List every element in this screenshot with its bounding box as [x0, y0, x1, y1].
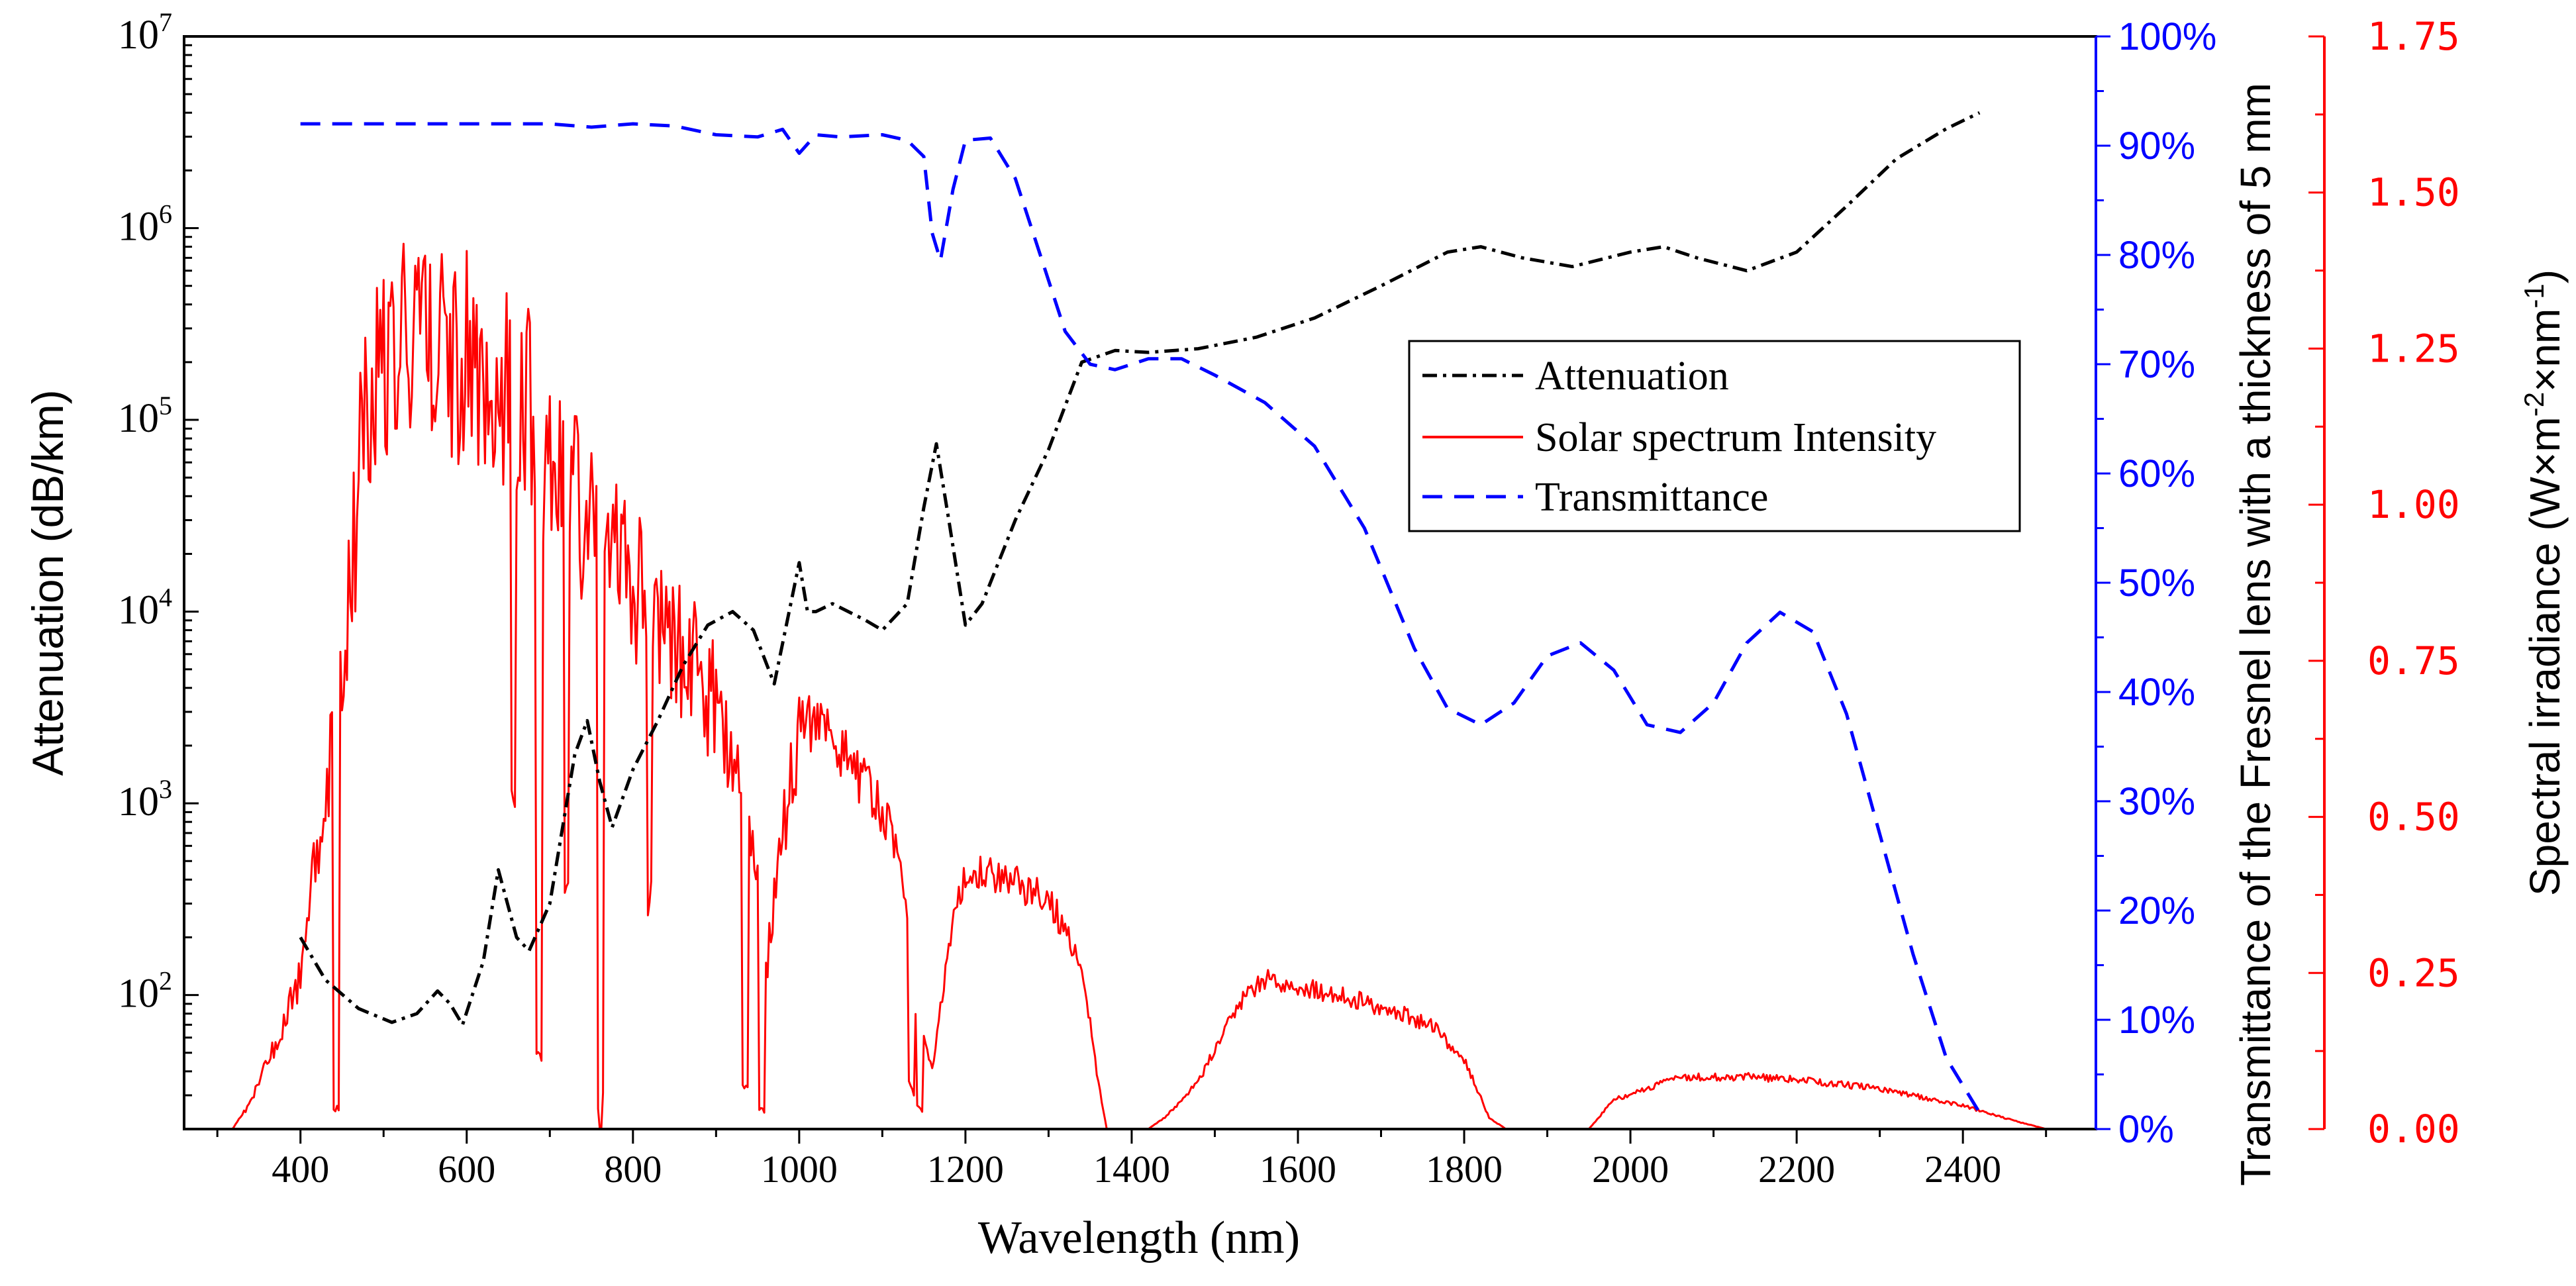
transmittance-tick-label: 40%: [2118, 671, 2195, 714]
irradiance-tick-label: 1.25: [2367, 326, 2460, 371]
transmittance-tick-label: 100%: [2118, 15, 2216, 58]
legend-entry-attenuation: Attenuation: [1422, 354, 1729, 399]
irradiance-tick-label: 1.50: [2367, 170, 2460, 215]
left-axis-title: Attenuation (dB/km): [23, 389, 72, 775]
left-tick-label: 104: [118, 583, 172, 633]
x-tick-label: 800: [604, 1148, 662, 1191]
legend-label-solar: Solar spectrum Intensity: [1535, 415, 1936, 460]
x-axis-title: Wavelength (nm): [978, 1212, 1300, 1263]
x-tick-label: 400: [272, 1148, 329, 1191]
right-axis-title-irradiance: Spectral irradiance (W×m-2×nm-1): [2518, 270, 2569, 896]
irradiance-tick-label: 1.75: [2367, 14, 2460, 59]
transmittance-tick-label: 20%: [2118, 889, 2195, 932]
x-tick-label: 1400: [1093, 1148, 1170, 1191]
x-tick-label: 2200: [1758, 1148, 1835, 1191]
legend: Attenuation Solar spectrum Intensity Tra…: [1408, 340, 2021, 532]
transmittance-tick-label: 70%: [2118, 343, 2195, 386]
transmittance-tick-label: 90%: [2118, 124, 2195, 168]
irradiance-tick-label: 0.75: [2367, 638, 2460, 683]
legend-entry-transmittance: Transmittance: [1422, 475, 1768, 520]
left-tick-label: 107: [118, 7, 172, 58]
series-attenuation: [299, 111, 1981, 1026]
x-tick-label: 600: [438, 1148, 495, 1191]
left-tick-label: 102: [118, 966, 172, 1016]
transmittance-tick-label: 10%: [2118, 999, 2195, 1042]
irradiance-tick-label: 1.00: [2367, 482, 2460, 527]
legend-label-transmittance: Transmittance: [1535, 475, 1768, 520]
x-tick-label: 1800: [1426, 1148, 1503, 1191]
series-transmittance: [300, 122, 1981, 1114]
transmittance-tick-label: 50%: [2118, 562, 2195, 605]
irradiance-tick-label: 0.00: [2367, 1107, 2460, 1152]
x-tick-label: 1600: [1260, 1148, 1336, 1191]
left-tick-label: 105: [118, 391, 172, 441]
irradiance-tick-label: 0.25: [2367, 950, 2460, 995]
axes-layer: 400 600 800 1000 1200 1400 1600 1800 2000 2200 240…: [118, 7, 2460, 1191]
x-tick-label: 2000: [1592, 1148, 1669, 1191]
legend-entry-solar: Solar spectrum Intensity: [1422, 415, 1936, 460]
x-tick-label: 2400: [1924, 1148, 2001, 1191]
transmittance-tick-label: 30%: [2118, 780, 2195, 823]
x-tick-label: 1000: [761, 1148, 838, 1191]
irradiance-tick-label: 0.50: [2367, 795, 2460, 840]
transmittance-tick-label: 60%: [2118, 452, 2195, 495]
x-tick-label: 1200: [927, 1148, 1004, 1191]
transmittance-tick-label: 80%: [2118, 234, 2195, 277]
right-axis-title-transmittance: Transmittance of the Fresnel lens with a…: [2232, 83, 2279, 1186]
legend-label-attenuation: Attenuation: [1535, 354, 1729, 399]
left-tick-label: 106: [118, 199, 172, 250]
transmittance-tick-label: 0%: [2118, 1108, 2174, 1151]
left-tick-label: 103: [118, 774, 172, 824]
